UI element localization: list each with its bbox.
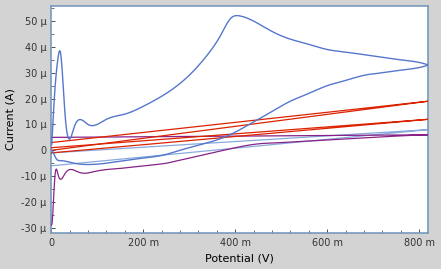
X-axis label: Potential (V): Potential (V) [206,253,274,263]
Y-axis label: Current (A): Current (A) [6,88,15,150]
